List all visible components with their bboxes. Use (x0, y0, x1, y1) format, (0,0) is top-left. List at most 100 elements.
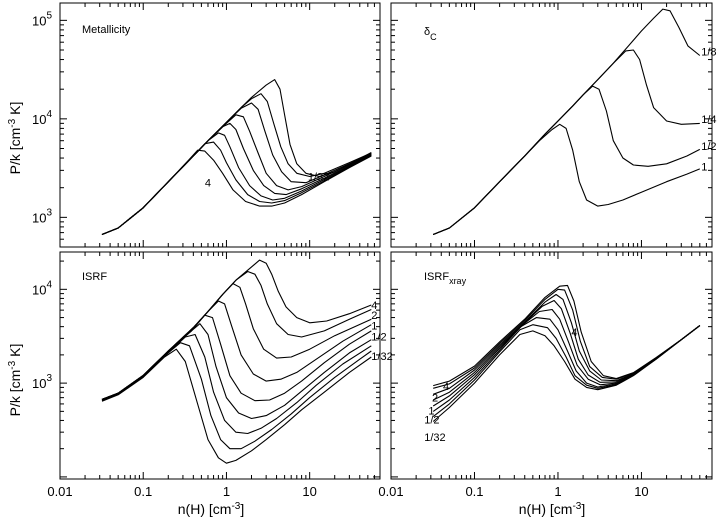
curve-label: 1/32 (424, 432, 445, 444)
ylabel-bottom-sup: -3 (7, 360, 18, 369)
y-tick-exp: 4 (46, 109, 52, 120)
y-tick-base: 10 (32, 13, 46, 28)
panel-label: ISRFxray (424, 271, 467, 286)
curve-label: 2 (432, 393, 438, 405)
series-line (101, 141, 372, 236)
y-tick-exp: 4 (46, 279, 52, 290)
x-tick-label: 10 (302, 484, 316, 499)
ticks (390, 3, 713, 248)
annotations: 1/32 4 (205, 171, 329, 189)
y-tick-base: 10 (32, 282, 46, 297)
panel-label-main: Metallicity (82, 24, 131, 36)
series-line (432, 85, 701, 236)
panel-label: Metallicity (82, 24, 131, 36)
curves (101, 79, 372, 236)
xlabel-right-tail: ] (581, 501, 585, 517)
y-tick-base: 10 (32, 210, 46, 225)
ylabel-top: P/k [cm-3 K] (7, 102, 23, 175)
series-line (101, 79, 372, 236)
ylabel-bottom-main: P/k [cm (7, 370, 23, 417)
xlabel-right-sup: -3 (572, 501, 581, 512)
curve-label: 1 (371, 321, 377, 333)
curve-label: 4 (371, 300, 377, 312)
panel-label: δC (424, 26, 437, 42)
y-tick-label: 105 (32, 10, 52, 28)
curve-label: 1 (428, 406, 434, 418)
curve-label: 1/2 (701, 141, 716, 153)
ylabel-bottom-tail: K] (7, 344, 23, 361)
panel-label-main: δ (424, 26, 430, 38)
panel-label-main: ISRF (424, 271, 449, 283)
series-line (101, 333, 372, 435)
y-tick-label: 104 (32, 279, 52, 297)
ylabel-top-sup: -3 (7, 118, 18, 127)
ylabel-bottom: P/k [cm-3 K] (7, 344, 23, 417)
x-tick-label: 0.01 (378, 484, 403, 499)
y-tick-exp: 3 (46, 373, 52, 384)
series-line (432, 123, 701, 236)
curve-label: 4 (443, 381, 449, 393)
series-line (101, 300, 372, 400)
panel-label-sub: xray (449, 276, 467, 286)
xlabel-left-tail: ] (240, 501, 244, 517)
series-line (433, 293, 701, 395)
x-tick-label: 1 (554, 484, 561, 499)
panel-frame (390, 2, 713, 248)
ticks: 0.01 0.1 1 10 (378, 252, 713, 499)
ylabel-top-main: P/k [cm (7, 128, 23, 175)
x-tick-label: 0.1 (134, 484, 152, 499)
series-line (101, 348, 372, 464)
series-line (101, 132, 372, 236)
annotations: 1/8 1/4 1/2 1 (701, 47, 716, 174)
y-tick-label: 103 (32, 373, 52, 391)
curves (432, 284, 701, 422)
curve-label: 1/2 (424, 414, 439, 426)
series-line (432, 49, 700, 236)
curves (432, 8, 701, 236)
y-tick-label: 104 (32, 109, 52, 127)
x-tick-label: 0.1 (465, 484, 483, 499)
xlabel-right-main: n(H) [cm (519, 501, 573, 517)
panel-delta-c: δC 1/8 1/4 1/2 1 (390, 2, 717, 248)
panel-label-main: ISRF (82, 271, 107, 283)
panel-label-sub: C (430, 32, 437, 42)
series-line (101, 259, 372, 400)
curve-label: 1 (701, 161, 707, 173)
panel-frame (59, 251, 381, 480)
x-tick-label: 1 (223, 484, 230, 499)
xlabel-left-main: n(H) [cm (178, 501, 232, 517)
curve-label: 4 (571, 327, 577, 339)
y-tick-base: 10 (32, 112, 46, 127)
xlabel-right: n(H) [cm-3] (519, 501, 585, 517)
curve-label: 1/32 (308, 171, 329, 183)
xlabel-left: n(H) [cm-3] (178, 501, 244, 517)
curve-label: 1/2 (371, 331, 386, 343)
y-tick-base: 10 (32, 376, 46, 391)
x-tick-label: 10 (634, 484, 648, 499)
curve-label: 1/32 (371, 351, 392, 363)
y-tick-exp: 5 (46, 10, 52, 21)
panel-frame (59, 2, 381, 248)
ylabel-top-tail: K] (7, 102, 23, 119)
y-tick-label: 103 (32, 207, 52, 225)
curve-label: 1/8 (701, 47, 716, 59)
xlabel-left-sup: -3 (231, 501, 240, 512)
series-line (101, 102, 372, 236)
x-tick-label: 0.01 (47, 484, 72, 499)
curves (101, 259, 372, 464)
series-line (101, 122, 372, 236)
curve-label: 2 (371, 310, 377, 322)
panel-frame (390, 251, 713, 480)
panel-label: ISRF (82, 271, 107, 283)
y-tick-exp: 3 (46, 207, 52, 218)
series-line (432, 8, 701, 236)
series-line (433, 284, 701, 387)
